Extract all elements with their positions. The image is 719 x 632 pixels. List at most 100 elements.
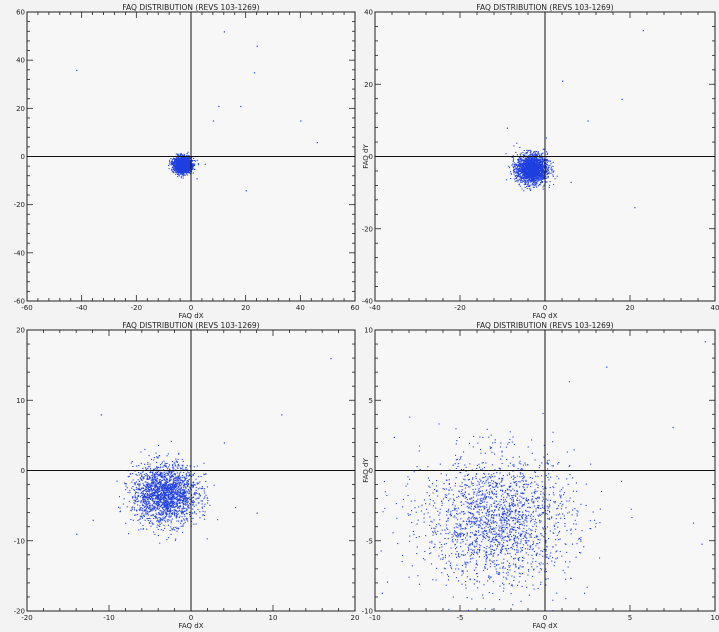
data-point <box>175 540 176 541</box>
data-point <box>150 484 151 485</box>
data-point <box>182 162 183 163</box>
data-point <box>155 510 156 511</box>
data-point <box>182 467 183 468</box>
data-point <box>184 160 185 161</box>
data-point <box>533 155 534 156</box>
data-point <box>541 177 542 178</box>
data-point <box>174 502 175 503</box>
data-point <box>524 162 525 163</box>
data-point <box>141 489 142 490</box>
data-point <box>527 184 528 185</box>
data-point <box>527 168 528 169</box>
data-point <box>543 171 544 172</box>
data-point <box>529 168 530 169</box>
data-point <box>170 502 171 503</box>
outlier-point <box>588 120 589 121</box>
chart-title: FAQ DISTRIBUTION (REVS 103-1269) <box>122 3 259 12</box>
data-point <box>522 163 523 164</box>
data-point <box>537 166 538 167</box>
data-point <box>535 165 536 166</box>
data-point <box>132 473 133 474</box>
data-point <box>522 170 523 171</box>
data-point <box>541 171 542 172</box>
data-point <box>543 186 544 187</box>
data-point <box>174 514 175 515</box>
data-point <box>136 481 137 482</box>
data-point <box>176 158 177 159</box>
data-point <box>516 143 517 144</box>
data-point <box>140 496 141 497</box>
data-point <box>194 169 195 170</box>
data-point <box>519 161 520 162</box>
data-point <box>510 178 511 179</box>
x-axis-label: FAQ dX <box>178 622 203 630</box>
data-point <box>532 184 533 185</box>
data-point <box>530 154 531 155</box>
data-point <box>137 501 138 502</box>
x-tick-label: 20 <box>241 304 250 312</box>
data-point <box>510 171 511 172</box>
data-point <box>515 167 516 168</box>
data-point <box>204 490 205 491</box>
data-point <box>199 488 200 489</box>
data-point <box>532 160 533 161</box>
chart-title: FAQ DISTRIBUTION (REVS 103-1269) <box>122 321 259 330</box>
data-point <box>513 166 514 167</box>
data-point <box>165 480 166 481</box>
data-point <box>536 151 537 152</box>
data-point <box>526 164 527 165</box>
data-point <box>193 165 194 166</box>
y-tick-label: 20 <box>364 81 373 89</box>
data-point <box>552 166 553 167</box>
data-point <box>541 164 542 165</box>
data-point <box>526 150 527 151</box>
data-point <box>533 180 534 181</box>
data-point <box>188 507 189 508</box>
data-point <box>546 181 547 182</box>
data-point <box>531 162 532 163</box>
data-point <box>538 168 539 169</box>
data-point <box>515 173 516 174</box>
data-point <box>538 170 539 171</box>
data-point <box>141 500 142 501</box>
data-point <box>520 159 521 160</box>
data-point <box>524 150 525 151</box>
data-point <box>171 534 172 535</box>
data-point <box>536 155 537 156</box>
data-point <box>543 167 544 168</box>
data-point <box>135 484 136 485</box>
data-point <box>532 154 533 155</box>
data-point <box>527 159 528 160</box>
data-point <box>149 501 150 502</box>
data-point <box>530 188 531 189</box>
x-tick-label: 40 <box>711 304 719 312</box>
data-point <box>176 170 177 171</box>
data-point <box>532 171 533 172</box>
data-point <box>524 161 525 162</box>
data-point <box>522 171 523 172</box>
data-point <box>141 513 142 514</box>
data-point <box>204 493 205 494</box>
data-point <box>517 181 518 182</box>
data-point <box>538 165 539 166</box>
data-point <box>547 173 548 174</box>
data-point <box>179 174 180 175</box>
x-tick-label: 0 <box>189 304 193 312</box>
data-point <box>189 165 190 166</box>
data-point <box>529 158 530 159</box>
data-point <box>158 456 159 457</box>
y-tick-label: 10 <box>16 397 25 405</box>
data-point <box>514 169 515 170</box>
outlier-point <box>218 106 219 107</box>
data-point <box>162 462 163 463</box>
data-point <box>553 176 554 177</box>
data-point <box>548 167 549 168</box>
data-point <box>176 479 177 480</box>
data-point <box>131 507 132 508</box>
data-point <box>188 166 189 167</box>
y-tick-label: 40 <box>16 57 25 65</box>
data-point <box>529 185 530 186</box>
data-point <box>132 461 133 462</box>
data-point <box>536 162 537 163</box>
data-point <box>517 154 518 155</box>
